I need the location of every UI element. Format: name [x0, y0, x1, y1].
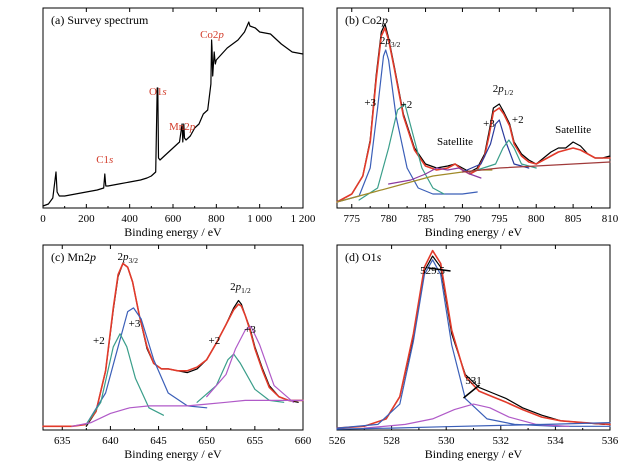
- x-tick-label: 526: [329, 435, 346, 447]
- series-line-5: [388, 167, 482, 185]
- x-tick-label: 536: [602, 435, 619, 447]
- annotation: 2p1/2: [230, 281, 251, 295]
- series-line-4: [336, 422, 611, 430]
- x-tick-label: 635: [54, 435, 71, 447]
- annotation: +3: [483, 118, 495, 130]
- plot-frame: [336, 7, 611, 209]
- series-line-3: [363, 403, 570, 429]
- annotation: C1s: [96, 154, 113, 166]
- x-tick-label: 532: [493, 435, 510, 447]
- series-line-2: [336, 49, 478, 203]
- annotation: Satellite: [555, 124, 591, 136]
- x-tick-label: 660: [295, 435, 312, 447]
- arrow-529-5: [428, 267, 451, 272]
- x-tick-label: 400: [121, 213, 138, 225]
- x-tick-label: 800: [528, 213, 545, 225]
- annotation: +2: [512, 114, 524, 126]
- series-line-0: [42, 21, 304, 207]
- annotation: 531: [465, 375, 482, 387]
- panel-title: (c) Mn2p: [51, 250, 96, 264]
- annotation: 2p3/2: [117, 251, 138, 265]
- x-tick-label: 1 000: [247, 213, 272, 225]
- panel-mn2p: 635 640 645 650 655 660 Binding energy / eV (c)…: [42, 244, 312, 461]
- annotation: 2p1/2: [493, 83, 514, 97]
- series-line-2: [336, 259, 611, 429]
- x-tick-label: 0: [40, 213, 46, 225]
- series-line-3: [85, 333, 164, 425]
- panel-o1s: 526 528 530 532 534 536 Binding energy / eV (d)…: [329, 244, 619, 461]
- panel-co2p: 775 780 785 790 795 800 805 810 Binding energy /…: [336, 7, 619, 239]
- annotation: +3: [244, 324, 256, 336]
- x-tick-label: 655: [247, 435, 264, 447]
- x-axis-label: Binding energy / eV: [124, 225, 222, 239]
- x-tick-label: 790: [454, 213, 471, 225]
- series-line-6: [461, 119, 530, 173]
- panel-title: (d) O1s: [345, 250, 382, 264]
- x-tick-label: 530: [438, 435, 455, 447]
- series-line-6: [71, 399, 304, 427]
- x-tick-label: 780: [380, 213, 397, 225]
- series-line-7: [476, 139, 537, 171]
- x-tick-label: 785: [417, 213, 434, 225]
- x-axis-label: Binding energy / eV: [124, 447, 222, 461]
- x-tick-label: 640: [102, 435, 119, 447]
- x-tick-label: 775: [344, 213, 361, 225]
- x-tick-label: 528: [383, 435, 400, 447]
- plot-frame: [42, 7, 304, 209]
- x-tick-label: 645: [150, 435, 167, 447]
- series-line-1: [336, 27, 611, 203]
- panel-survey: 0 200 400 600 800 1 000 1 200 Binding energy / …: [40, 7, 316, 239]
- series-line-4: [196, 353, 285, 403]
- series-line-1: [336, 249, 611, 429]
- annotation: 2p3/2: [380, 35, 401, 49]
- series-line-4: [336, 169, 493, 203]
- x-tick-label: 795: [491, 213, 508, 225]
- x-tick-label: 805: [565, 213, 582, 225]
- plot-frame: [42, 244, 304, 431]
- annotation: Co2p: [200, 29, 224, 41]
- x-tick-label: 200: [78, 213, 95, 225]
- annotation: +3: [129, 318, 141, 330]
- x-axis-label: Binding energy / eV: [425, 225, 523, 239]
- series-line-1: [42, 262, 304, 428]
- annotation: +2: [93, 335, 105, 347]
- series-line-5: [206, 325, 294, 403]
- plot-frame: [336, 244, 611, 431]
- series-line-8: [461, 161, 611, 173]
- x-axis-label: Binding energy / eV: [425, 447, 523, 461]
- annotation: O1s: [149, 86, 167, 98]
- arrow-531: [463, 384, 480, 399]
- series-line-0: [385, 255, 606, 425]
- panel-title: (b) Co2p: [345, 13, 388, 27]
- x-tick-label: 600: [165, 213, 182, 225]
- x-tick-label: 1 200: [291, 213, 316, 225]
- annotation: 529.5: [420, 265, 445, 277]
- annotation: +2: [400, 99, 412, 111]
- annotation: +2: [209, 335, 221, 347]
- series-line-2: [85, 307, 208, 425]
- x-tick-label: 810: [602, 213, 619, 225]
- annotation: +3: [364, 97, 376, 109]
- annotation: Mn2p: [169, 121, 196, 133]
- panel-title: (a) Survey spectrum: [51, 13, 149, 27]
- x-tick-label: 534: [547, 435, 564, 447]
- annotation: Satellite: [437, 136, 473, 148]
- series-line-3: [358, 103, 445, 201]
- x-tick-label: 800: [208, 213, 225, 225]
- x-tick-label: 650: [198, 435, 215, 447]
